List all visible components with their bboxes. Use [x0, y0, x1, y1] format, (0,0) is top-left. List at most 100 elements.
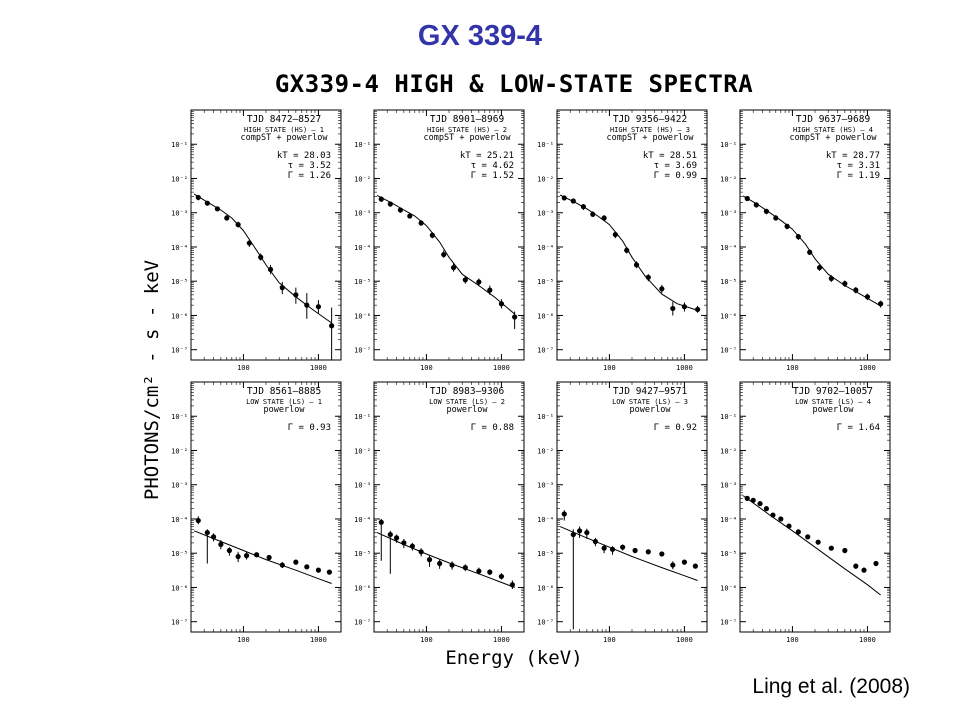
y-tick-label: 10⁻⁶ — [537, 312, 554, 320]
model-curve — [376, 532, 515, 588]
data-point — [509, 582, 515, 588]
data-point — [670, 562, 676, 568]
data-point — [645, 274, 651, 280]
data-point — [329, 323, 335, 329]
x-tick-label: 1000 — [859, 636, 876, 644]
x-tick-label: 1000 — [676, 364, 693, 372]
y-tick-label: 10⁻³ — [537, 210, 554, 218]
y-tick-label: 10⁻² — [537, 447, 554, 455]
citation: Ling et al. (2008) — [752, 675, 910, 698]
data-point — [744, 495, 750, 501]
panel-header-line: TJD 9637–9689 — [796, 114, 871, 125]
x-tick-label: 1000 — [493, 364, 510, 372]
y-tick-label: 10⁻⁶ — [171, 584, 188, 592]
panel-7: 10⁻¹ 10⁻² 10⁻³ 10⁻⁴ 10⁻⁵ 10⁻⁶ 10⁻⁷ 100 1000 TJD 9… — [537, 381, 708, 644]
y-tick-label: 10⁻¹ — [537, 141, 554, 149]
panel-frame — [190, 109, 342, 361]
data-point — [218, 541, 224, 548]
data-point — [224, 215, 230, 221]
data-point — [645, 549, 651, 555]
panel-header-line: LOW STATE (LS) – 2 — [429, 398, 505, 406]
x-tick-label: 1000 — [493, 636, 510, 644]
y-tick-label: 10⁻³ — [354, 210, 371, 218]
panel-frame — [373, 381, 525, 633]
data-point — [816, 264, 823, 271]
fit-parameter: τ = 4.62 — [471, 161, 514, 171]
data-point — [266, 554, 272, 561]
y-tick-label: 10⁻⁴ — [537, 516, 554, 524]
x-tick-label: 100 — [786, 364, 799, 372]
y-tick-label: 10⁻⁵ — [720, 278, 737, 286]
data-point — [304, 564, 310, 570]
panel-header-line: compST + powerlow — [607, 133, 695, 143]
data-point — [681, 559, 688, 565]
data-point — [576, 528, 583, 534]
data-point — [659, 551, 665, 557]
data-point — [429, 232, 435, 238]
data-point — [487, 569, 493, 575]
data-point — [828, 545, 834, 551]
data-point — [609, 546, 616, 552]
data-point — [620, 544, 626, 550]
data-point — [861, 567, 867, 573]
data-point — [561, 195, 567, 201]
data-point — [570, 198, 576, 204]
data-point — [418, 549, 424, 555]
x-tick-label: 100 — [786, 636, 799, 644]
y-tick-label: 10⁻⁴ — [720, 516, 737, 524]
fit-parameter: Γ = 1.19 — [837, 171, 880, 181]
fit-parameter: Γ = 1.52 — [471, 171, 514, 181]
panel-header-line: TJD 9356–9422 — [613, 114, 687, 125]
y-tick-label: 10⁻⁷ — [537, 347, 554, 355]
data-point — [815, 539, 821, 545]
x-tick-label: 1000 — [310, 636, 327, 644]
data-point — [195, 517, 201, 524]
y-tick-label: 10⁻³ — [537, 482, 554, 490]
panel-header-line: powerlow — [813, 405, 855, 415]
y-tick-label: 10⁻² — [720, 175, 737, 183]
x-tick-label: 1000 — [859, 364, 876, 372]
panel-header-line: powerlow — [447, 405, 489, 415]
data-point — [601, 545, 607, 551]
data-point — [293, 559, 299, 565]
y-tick-label: 10⁻⁷ — [354, 347, 371, 355]
y-tick-label: 10⁻² — [354, 175, 371, 183]
data-point — [584, 529, 590, 536]
panel-header-line: compST + powerlow — [424, 133, 512, 143]
panel-4: 10⁻¹ 10⁻² 10⁻³ 10⁻⁴ 10⁻⁵ 10⁻⁶ 10⁻⁷ 100 1000 TJD 9… — [720, 109, 891, 372]
data-point — [786, 523, 792, 529]
model-curve — [559, 526, 698, 581]
data-point — [204, 529, 210, 536]
data-point — [873, 560, 879, 567]
panel-frame — [190, 381, 342, 633]
y-tick-label: 10⁻¹ — [171, 141, 188, 149]
data-point — [279, 285, 285, 291]
y-tick-label: 10⁻⁶ — [354, 584, 371, 592]
data-point — [753, 202, 759, 208]
model-curve — [742, 495, 881, 596]
y-tick-label: 10⁻¹ — [720, 141, 737, 149]
panel-frame — [556, 109, 708, 361]
x-axis-title: Energy (keV) — [445, 647, 583, 669]
data-point — [498, 573, 505, 580]
model-curve — [559, 194, 698, 311]
data-point — [864, 294, 871, 300]
data-point — [235, 221, 241, 228]
panel-header-line: compST + powerlow — [241, 133, 329, 143]
data-point — [512, 314, 518, 320]
fit-parameter: Γ = 0.92 — [654, 423, 697, 433]
x-tick-label: 1000 — [676, 636, 693, 644]
data-point — [487, 287, 493, 293]
data-point — [842, 547, 848, 554]
data-point — [387, 531, 393, 538]
y-tick-label: 10⁻⁷ — [171, 619, 188, 627]
data-point — [387, 201, 393, 207]
panel-header-line: TJD 8561–8885 — [247, 386, 321, 397]
data-point — [462, 564, 468, 571]
data-point — [670, 305, 676, 312]
y-tick-label: 10⁻⁵ — [537, 550, 554, 558]
data-point — [795, 234, 801, 240]
y-tick-label: 10⁻⁵ — [537, 278, 554, 286]
fit-parameter: kT = 28.77 — [826, 151, 880, 161]
